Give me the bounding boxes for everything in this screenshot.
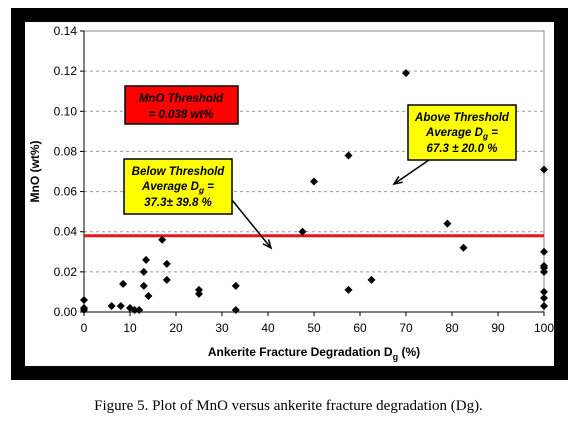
y-axis-title: MnO (wt%) xyxy=(28,141,42,203)
data-point xyxy=(344,151,353,160)
y-tick-label: 0.14 xyxy=(54,24,78,38)
y-tick-label: 0.02 xyxy=(54,265,78,279)
data-point xyxy=(195,285,203,294)
data-point xyxy=(443,219,452,228)
threshold-annotation-box xyxy=(124,85,239,125)
y-tick-label: 0.10 xyxy=(54,104,78,118)
data-point xyxy=(116,301,125,310)
x-tick-label: 40 xyxy=(261,321,275,335)
y-tick-label: 0.06 xyxy=(54,185,78,199)
chart-panel: 0.00 0.02 0.04 0.06 0.08 0.10 0.12 0.14 0 10 20 30 4… xyxy=(25,22,554,366)
data-point xyxy=(459,243,468,252)
above-annotation-line1: Above Threshold xyxy=(414,112,510,124)
x-tick-label: 70 xyxy=(399,321,413,335)
above-annotation-box xyxy=(407,104,517,161)
data-point xyxy=(344,285,353,294)
figure-caption: Figure 5. Plot of MnO versus ankerite fr… xyxy=(94,398,483,414)
data-point xyxy=(119,279,128,288)
above-arrow xyxy=(393,159,430,185)
data-point xyxy=(298,227,307,236)
data-point xyxy=(80,295,88,304)
data-point xyxy=(231,305,240,314)
below-annotation-line1: Below Threshold xyxy=(132,166,226,178)
data-point xyxy=(158,235,167,244)
x-tick-label: 100 xyxy=(534,321,554,335)
x-tick-label: 10 xyxy=(123,321,137,335)
x-tick-label: 30 xyxy=(215,321,229,335)
data-point xyxy=(402,69,410,78)
data-point xyxy=(135,305,144,314)
below-annotation-line2: Average Dg = xyxy=(141,181,214,195)
above-arrow-head xyxy=(392,176,403,186)
data-point xyxy=(231,281,240,290)
below-annotation-line3: 37.3± 39.8 % xyxy=(144,197,212,209)
data-point xyxy=(144,291,153,300)
data-point xyxy=(540,301,548,310)
data-point xyxy=(540,267,548,276)
data-point xyxy=(367,275,376,284)
below-annotation-box xyxy=(123,158,233,215)
y-tick-label: 0.00 xyxy=(54,305,78,319)
data-point xyxy=(540,263,548,272)
y-tick-label: 0.08 xyxy=(54,144,78,158)
threshold-annotation-line1: MnO Threshold xyxy=(139,93,224,105)
data-point xyxy=(195,289,203,298)
data-point xyxy=(130,305,139,314)
data-point xyxy=(310,177,318,186)
y-tick-label: 0.12 xyxy=(54,64,78,78)
x-tick-label: 20 xyxy=(169,321,183,335)
data-point xyxy=(540,165,548,174)
above-annotation-line3: 67.3 ± 20.0 % xyxy=(427,143,498,155)
data-point xyxy=(162,275,171,284)
x-tick-label: 80 xyxy=(445,321,459,335)
x-tick-label: 60 xyxy=(353,321,367,335)
below-arrow-head xyxy=(262,239,273,250)
scatter-chart: 0.00 0.02 0.04 0.06 0.08 0.10 0.12 0.14 0 10 20 30 4… xyxy=(28,24,554,362)
data-point xyxy=(80,303,88,312)
y-tick-label: 0.04 xyxy=(54,225,78,239)
data-point xyxy=(139,281,148,290)
x-axis-title: Ankerite Fracture Degradation Dg (%) xyxy=(208,345,420,362)
threshold-annotation-line2: = 0.038 wt% xyxy=(149,109,214,121)
figure-frame: 0.00 0.02 0.04 0.06 0.08 0.10 0.12 0.14 0 10 20 30 4… xyxy=(11,8,568,380)
x-tick-label: 0 xyxy=(81,321,88,335)
data-point xyxy=(540,293,548,302)
data-point xyxy=(162,259,171,268)
above-annotation-line2: Average Dg = xyxy=(425,127,498,141)
data-point xyxy=(139,267,148,276)
data-point xyxy=(107,301,116,310)
x-tick-label: 50 xyxy=(307,321,321,335)
data-point xyxy=(540,287,548,296)
x-tick-label: 90 xyxy=(491,321,505,335)
below-arrow xyxy=(231,199,272,249)
data-point xyxy=(540,247,548,256)
